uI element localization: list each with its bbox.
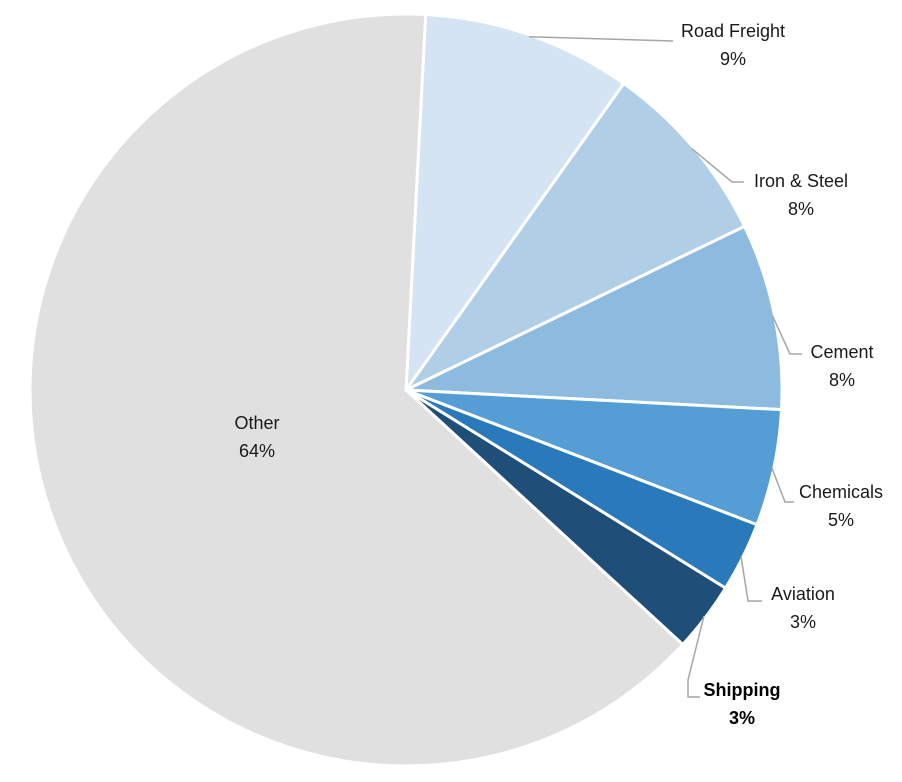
slice-label-chemicals: Chemicals: [799, 482, 883, 502]
pie-slice-cement: [404, 224, 784, 412]
slice-value-shipping: 3%: [729, 708, 755, 728]
slice-value-aviation: 3%: [790, 612, 816, 632]
slice-value-iron-steel: 8%: [788, 199, 814, 219]
leader-line-shipping: [687, 615, 705, 698]
leader-line-road-freight: [528, 36, 674, 42]
slice-label-other: Other: [234, 413, 279, 433]
leader-line-iron-steel: [691, 148, 744, 183]
slice-value-other: 64%: [239, 441, 275, 461]
slice-label-iron-steel: Iron & Steel: [754, 171, 848, 191]
leader-line-aviation: [740, 556, 762, 602]
pie-slices: [28, 12, 784, 768]
pie-slice-iron-steel: [404, 82, 747, 392]
slice-value-cement: 8%: [829, 370, 855, 390]
slice-value-road-freight: 9%: [720, 49, 746, 69]
slice-label-shipping: Shipping: [704, 680, 781, 700]
pie-slice-other: [28, 12, 685, 768]
leader-lines: [528, 36, 802, 698]
slice-label-aviation: Aviation: [771, 584, 835, 604]
leader-line-chemicals: [771, 467, 794, 503]
pie-slice-road-freight: [404, 13, 626, 392]
slice-value-chemicals: 5%: [828, 510, 854, 530]
slice-label-cement: Cement: [810, 342, 873, 362]
leader-line-cement: [771, 315, 802, 355]
slice-label-road-freight: Road Freight: [681, 21, 785, 41]
